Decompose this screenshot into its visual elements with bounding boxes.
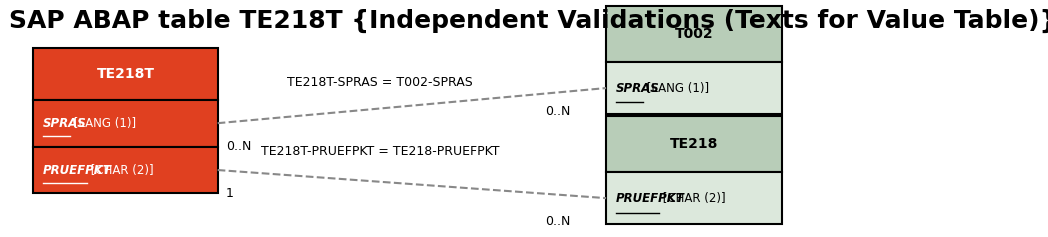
- Text: 0..N: 0..N: [545, 215, 570, 228]
- Bar: [606, 62, 782, 114]
- Text: [LANG (1)]: [LANG (1)]: [70, 117, 136, 130]
- Text: PRUEFPKT: PRUEFPKT: [43, 164, 112, 177]
- Text: TE218T-PRUEFPKT = TE218-PRUEFPKT: TE218T-PRUEFPKT = TE218-PRUEFPKT: [261, 145, 499, 158]
- Text: 0..N: 0..N: [545, 105, 570, 118]
- Bar: [34, 100, 218, 147]
- Text: SPRAS: SPRAS: [43, 117, 87, 130]
- Bar: [34, 147, 218, 193]
- Bar: [606, 6, 782, 62]
- Bar: [606, 116, 782, 172]
- Text: T002: T002: [675, 27, 714, 41]
- Text: TE218T-SPRAS = T002-SPRAS: TE218T-SPRAS = T002-SPRAS: [287, 76, 473, 89]
- Text: TE218T: TE218T: [96, 67, 154, 81]
- Bar: [606, 172, 782, 224]
- Text: SPRAS: SPRAS: [615, 82, 659, 95]
- Text: 1: 1: [225, 187, 234, 200]
- Text: [CHAR (2)]: [CHAR (2)]: [659, 192, 726, 205]
- Text: PRUEFPKT: PRUEFPKT: [615, 192, 684, 205]
- Text: [CHAR (2)]: [CHAR (2)]: [87, 164, 153, 177]
- Text: [LANG (1)]: [LANG (1)]: [642, 82, 709, 95]
- Text: 0..N: 0..N: [225, 140, 252, 153]
- Text: TE218: TE218: [670, 137, 718, 151]
- Bar: [34, 48, 218, 100]
- Text: SAP ABAP table TE218T {Independent Validations (Texts for Value Table)}: SAP ABAP table TE218T {Independent Valid…: [9, 9, 1048, 32]
